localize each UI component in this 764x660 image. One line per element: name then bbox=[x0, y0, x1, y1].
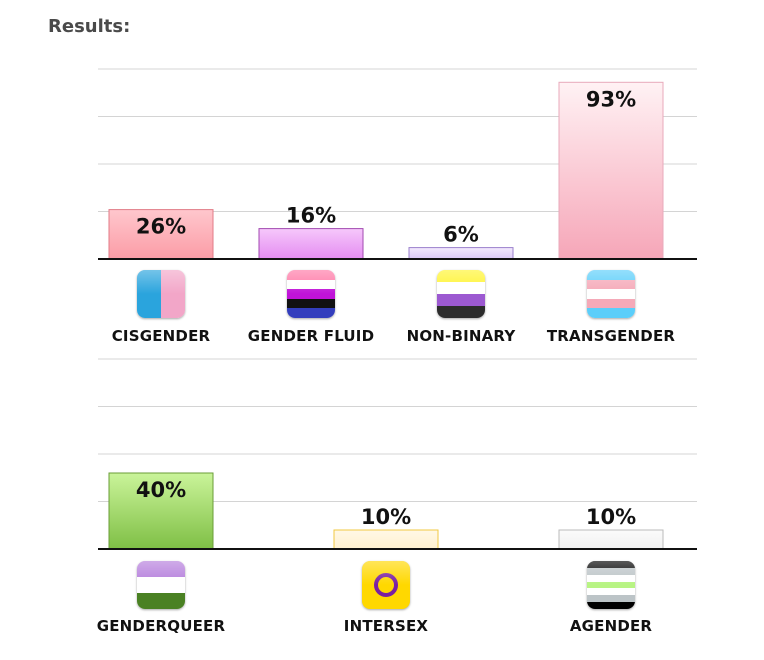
value-label: 16% bbox=[286, 204, 336, 228]
value-label: 10% bbox=[361, 505, 411, 529]
cisgender-flag-icon bbox=[137, 270, 185, 318]
bar-gender-fluid bbox=[258, 228, 364, 260]
category-label: AGENDER bbox=[569, 617, 653, 635]
value-label: 40% bbox=[136, 478, 186, 502]
transgender-flag-icon bbox=[587, 270, 635, 318]
bar-agender bbox=[558, 529, 664, 550]
genderfluid-flag-icon bbox=[287, 270, 335, 318]
value-label: 93% bbox=[586, 87, 636, 111]
value-label: 6% bbox=[443, 223, 479, 247]
category-label: NON-BINARY bbox=[406, 327, 516, 345]
bar-transgender bbox=[558, 81, 664, 260]
value-label: 26% bbox=[136, 215, 186, 239]
nonbinary-flag-icon bbox=[437, 270, 485, 318]
agender-flag-icon bbox=[587, 561, 635, 609]
category-label: GENDER FLUID bbox=[247, 327, 375, 345]
category-label: CISGENDER bbox=[111, 327, 211, 345]
bar-genderqueer bbox=[108, 472, 214, 550]
intersex-flag-icon bbox=[362, 561, 410, 609]
genderqueer-flag-icon bbox=[137, 561, 185, 609]
category-label: TRANSGENDER bbox=[546, 327, 676, 345]
bar-intersex bbox=[333, 529, 439, 550]
category-label: INTERSEX bbox=[343, 617, 429, 635]
value-label: 10% bbox=[586, 505, 636, 529]
results-heading: Results: bbox=[48, 16, 131, 37]
category-label: GENDERQUEER bbox=[96, 617, 226, 635]
bar-non-binary bbox=[408, 247, 514, 260]
bar-cisgender bbox=[108, 209, 214, 260]
